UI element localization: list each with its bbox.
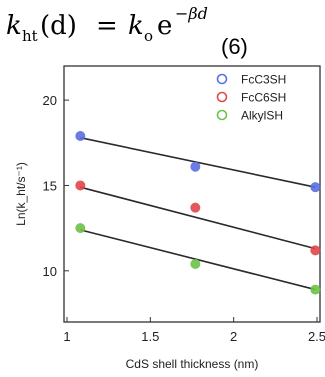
x-tick-label: 2	[230, 329, 237, 344]
eq-exponent: −βd	[175, 4, 208, 23]
legend-label-alkylsh: AlkylSH	[241, 109, 283, 123]
legend-label-fcc3sh: FcC3SH	[241, 73, 286, 87]
data-point-fcc6sh	[75, 180, 86, 191]
legend-marker-alkylsh	[216, 109, 228, 121]
plot-area	[63, 65, 321, 323]
legend: FcC3SH FcC6SH AlkylSH	[216, 73, 286, 123]
rate-equation: k ht (d) = k o e −βd (6)	[6, 4, 248, 59]
data-point-alkylsh	[190, 258, 201, 269]
x-axis-label: CdS shell thickness (nm)	[126, 357, 259, 371]
data-point-fcc3sh	[190, 161, 201, 172]
data-points	[75, 130, 321, 295]
legend-marker-fcc3sh	[216, 73, 228, 85]
eq-lhs-k: k	[6, 11, 22, 41]
eq-number: (6)	[221, 34, 248, 59]
x-tick-label: 1	[63, 329, 70, 344]
plot-frame	[63, 65, 321, 323]
eq-rhs-sub: o	[144, 27, 153, 45]
data-point-fcc3sh	[310, 182, 321, 193]
eq-lhs-arg: (d)	[40, 11, 77, 41]
y-axis-label: Ln(k_ht/s⁻¹)	[14, 162, 28, 226]
x-tick-label: 1.5	[141, 329, 159, 344]
x-axis: 1 1.5 2 2.5	[63, 317, 325, 344]
y-axis: 10 15 20	[43, 93, 69, 279]
y-tick-label: 20	[43, 93, 57, 108]
eq-rhs-k: k	[128, 11, 144, 41]
thickness-rate-chart: 1 1.5 2 2.5 10 15 20 CdS shell thickness (nm)…	[14, 65, 325, 371]
data-point-fcc3sh	[75, 130, 86, 141]
data-point-fcc6sh	[190, 202, 201, 213]
data-point-alkylsh	[75, 223, 86, 234]
x-tick-label: 2.5	[308, 329, 325, 344]
eq-lhs-sub: ht	[22, 27, 38, 45]
eq-equals: =	[96, 11, 118, 41]
fit-line-fcc6sh	[80, 186, 316, 250]
y-tick-label: 15	[43, 178, 57, 193]
legend-marker-fcc6sh	[216, 91, 228, 103]
eq-rhs-e: e	[157, 11, 172, 41]
legend-label-fcc6sh: FcC6SH	[241, 91, 286, 105]
data-point-fcc6sh	[310, 245, 321, 256]
data-point-alkylsh	[310, 284, 321, 295]
y-tick-label: 10	[43, 264, 57, 279]
